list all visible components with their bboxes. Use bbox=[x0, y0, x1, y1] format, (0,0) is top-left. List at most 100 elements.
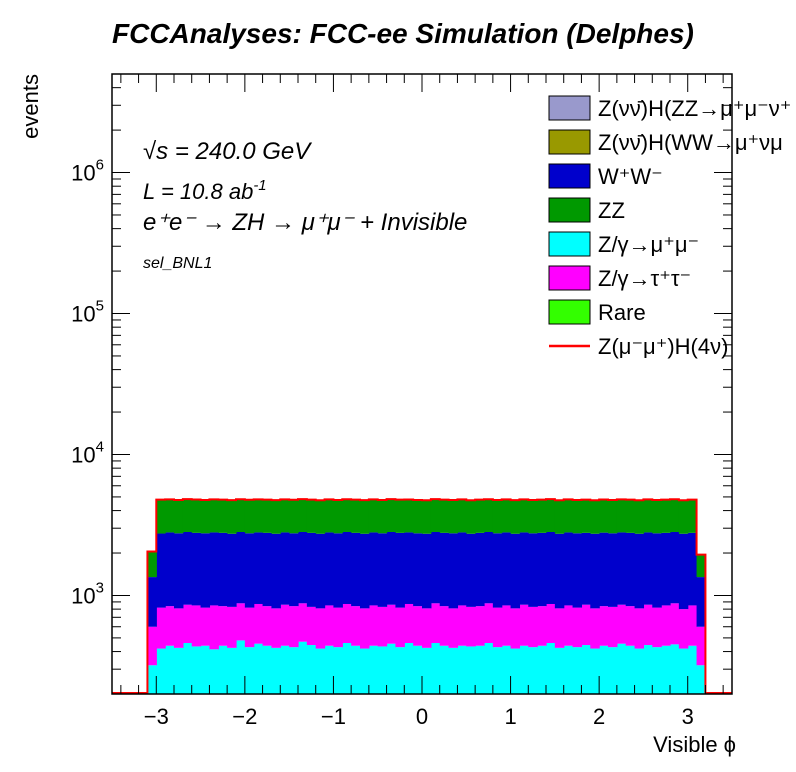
bar-0-bin-14 bbox=[236, 640, 246, 694]
bar-3-bin-24 bbox=[324, 499, 335, 533]
bar-1-bin-16 bbox=[253, 603, 264, 644]
bar-0-bin-51 bbox=[563, 645, 574, 694]
bar-1-bin-24 bbox=[324, 605, 335, 646]
bar-0-bin-19 bbox=[280, 645, 290, 694]
bar-0-bin-46 bbox=[519, 645, 529, 694]
bar-3-bin-32 bbox=[395, 499, 405, 533]
bar-3-bin-44 bbox=[501, 499, 512, 533]
bar-1-bin-49 bbox=[546, 603, 556, 644]
bar-2-bin-41 bbox=[475, 532, 485, 607]
bar-3-bin-14 bbox=[236, 499, 246, 532]
bar-3-bin-18 bbox=[271, 500, 281, 534]
bar-1-bin-37 bbox=[439, 606, 450, 646]
bar-3-bin-11 bbox=[209, 499, 219, 533]
bar-1-bin-38 bbox=[448, 608, 459, 648]
bar-2-bin-21 bbox=[298, 531, 308, 604]
bar-1-bin-8 bbox=[182, 604, 193, 644]
bar-0-bin-39 bbox=[457, 645, 467, 694]
bar-3-bin-53 bbox=[581, 499, 591, 533]
bar-0-bin-63 bbox=[670, 644, 680, 694]
legend-label: Z/γ→μ⁺μ⁻ bbox=[598, 232, 699, 257]
bar-0-bin-31 bbox=[386, 643, 397, 694]
bar-2-bin-39 bbox=[457, 532, 467, 606]
bar-3-bin-50 bbox=[554, 500, 565, 534]
bar-3-bin-33 bbox=[404, 499, 414, 533]
bar-1-bin-44 bbox=[501, 605, 512, 646]
bar-2-bin-64 bbox=[678, 533, 689, 610]
bar-0-bin-62 bbox=[661, 645, 671, 694]
bar-0-bin-58 bbox=[625, 645, 636, 694]
bar-0-bin-61 bbox=[652, 647, 662, 694]
bar-2-bin-19 bbox=[280, 532, 290, 605]
bar-1-bin-11 bbox=[209, 605, 219, 650]
bar-0-bin-57 bbox=[616, 643, 627, 694]
legend-swatch bbox=[548, 299, 591, 325]
bar-2-bin-45 bbox=[510, 533, 521, 609]
bar-3-bin-22 bbox=[306, 499, 317, 533]
bar-3-bin-20 bbox=[289, 499, 299, 534]
bar-1-bin-56 bbox=[608, 606, 618, 648]
bar-0-bin-53 bbox=[581, 645, 591, 694]
bar-1-bin-23 bbox=[315, 608, 326, 649]
bar-0-bin-60 bbox=[643, 645, 653, 694]
bar-2-bin-61 bbox=[652, 533, 662, 608]
bar-1-bin-39 bbox=[457, 605, 467, 646]
bar-2-bin-59 bbox=[634, 533, 645, 609]
bar-3-bin-8 bbox=[182, 499, 193, 532]
bar-2-bin-13 bbox=[227, 533, 237, 607]
bar-3-bin-17 bbox=[262, 499, 273, 533]
bar-2-bin-56 bbox=[608, 533, 618, 607]
bar-0-bin-30 bbox=[377, 646, 388, 694]
bar-0-bin-7 bbox=[174, 647, 184, 694]
bar-1-bin-7 bbox=[174, 608, 184, 648]
legend-swatch bbox=[548, 129, 591, 155]
bar-2-bin-52 bbox=[572, 533, 583, 608]
bar-1-bin-52 bbox=[572, 607, 583, 648]
bar-3-bin-57 bbox=[616, 499, 627, 533]
bar-2-bin-42 bbox=[484, 531, 494, 604]
bar-3-bin-29 bbox=[368, 499, 379, 533]
bar-3-bin-47 bbox=[528, 499, 538, 534]
legend-swatch bbox=[548, 265, 591, 291]
bar-2-bin-40 bbox=[466, 533, 476, 607]
bar-0-bin-21 bbox=[298, 641, 308, 694]
bar-2-bin-22 bbox=[306, 532, 317, 607]
bar-3-bin-39 bbox=[457, 499, 467, 533]
legend-swatch bbox=[548, 163, 591, 189]
legend-label: W⁺W⁻ bbox=[598, 164, 663, 189]
bar-0-bin-38 bbox=[448, 647, 459, 694]
bar-0-bin-48 bbox=[537, 645, 547, 694]
bar-0-bin-32 bbox=[395, 647, 405, 694]
bar-1-bin-25 bbox=[333, 607, 343, 648]
bar-0-bin-5 bbox=[156, 648, 166, 694]
bar-0-bin-65 bbox=[687, 645, 698, 694]
bar-2-bin-50 bbox=[554, 533, 565, 609]
bar-2-bin-55 bbox=[599, 532, 609, 607]
bar-3-bin-56 bbox=[608, 499, 618, 534]
bar-1-bin-14 bbox=[236, 603, 246, 641]
bar-0-bin-24 bbox=[324, 645, 335, 694]
bar-2-bin-66 bbox=[696, 577, 707, 627]
bar-1-bin-9 bbox=[191, 605, 202, 647]
y-axis-ticks: 103 104 105 106 bbox=[71, 73, 732, 695]
bar-2-bin-6 bbox=[165, 532, 175, 607]
bar-0-bin-56 bbox=[608, 647, 618, 694]
bar-0-bin-8 bbox=[182, 643, 193, 694]
bar-3-bin-64 bbox=[678, 500, 689, 534]
bar-0-bin-49 bbox=[546, 643, 556, 694]
legend-swatch bbox=[548, 197, 591, 223]
legend-label: Z(νν̄)H(WW→μ⁺νμ bbox=[598, 130, 783, 155]
bar-3-bin-21 bbox=[298, 499, 308, 532]
bar-1-bin-30 bbox=[377, 606, 388, 647]
bar-2-bin-24 bbox=[324, 532, 335, 606]
bar-1-bin-32 bbox=[395, 607, 405, 648]
bar-1-bin-12 bbox=[218, 606, 228, 646]
bar-0-bin-35 bbox=[422, 647, 432, 694]
bar-1-bin-13 bbox=[227, 606, 237, 648]
bar-2-bin-49 bbox=[546, 531, 556, 604]
legend-label: Z/γ→τ⁺τ⁻ bbox=[598, 266, 691, 291]
bar-2-bin-53 bbox=[581, 532, 591, 605]
bar-2-bin-11 bbox=[209, 532, 219, 606]
y-tick-label: 106 bbox=[71, 157, 104, 186]
